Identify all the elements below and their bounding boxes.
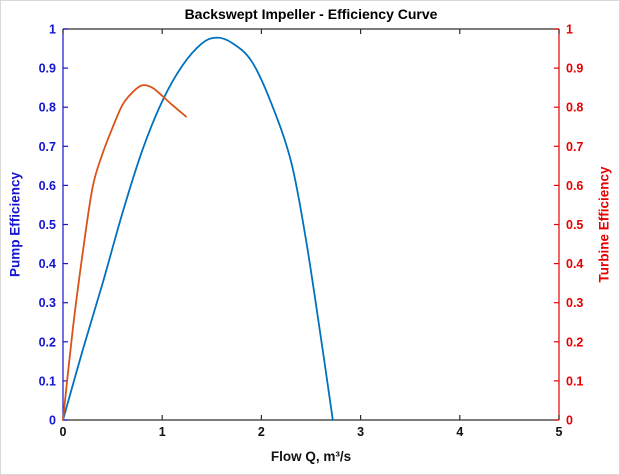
svg-text:1: 1 — [159, 425, 166, 439]
svg-text:4: 4 — [456, 425, 463, 439]
turbine-efficiency-curve — [62, 84, 187, 421]
svg-text:0: 0 — [60, 425, 67, 439]
x-axis-label: Flow Q, m³/s — [270, 449, 352, 464]
pump-efficiency-curve — [62, 36, 334, 421]
svg-text:1: 1 — [566, 23, 573, 37]
left-axis-ticks: 0 0.1 0.2 0.3 0.4 0.5 0.6 0.7 0.8 0.9 1 — [39, 23, 68, 428]
svg-text:2: 2 — [258, 425, 265, 439]
svg-text:0: 0 — [49, 414, 56, 428]
svg-text:0.5: 0.5 — [39, 218, 56, 232]
svg-text:0.3: 0.3 — [39, 296, 56, 310]
svg-text:0.8: 0.8 — [566, 101, 583, 115]
x-axis-ticks: 0 1 2 3 4 5 — [60, 29, 563, 439]
svg-text:0.9: 0.9 — [39, 62, 56, 76]
svg-text:0.4: 0.4 — [39, 257, 56, 271]
svg-text:1: 1 — [49, 23, 56, 37]
svg-text:0.2: 0.2 — [39, 335, 56, 349]
svg-text:0.7: 0.7 — [566, 140, 583, 154]
svg-text:0.8: 0.8 — [39, 101, 56, 115]
svg-text:0.9: 0.9 — [566, 62, 583, 76]
svg-text:0.1: 0.1 — [39, 374, 56, 388]
svg-text:0.7: 0.7 — [39, 140, 56, 154]
svg-text:0.1: 0.1 — [566, 374, 583, 388]
svg-text:0.3: 0.3 — [566, 296, 583, 310]
right-axis-ticks: 0 0.1 0.2 0.3 0.4 0.5 0.6 0.7 0.8 0.9 1 — [554, 23, 583, 428]
svg-text:0.2: 0.2 — [566, 335, 583, 349]
svg-text:5: 5 — [556, 425, 563, 439]
svg-text:0.6: 0.6 — [39, 179, 56, 193]
chart-title: Backswept Impeller - Efficiency Curve — [184, 6, 438, 22]
svg-text:0: 0 — [566, 414, 573, 428]
svg-text:0.6: 0.6 — [566, 179, 583, 193]
svg-text:0.5: 0.5 — [566, 218, 583, 232]
svg-text:0.4: 0.4 — [566, 257, 583, 271]
svg-text:3: 3 — [357, 425, 364, 439]
